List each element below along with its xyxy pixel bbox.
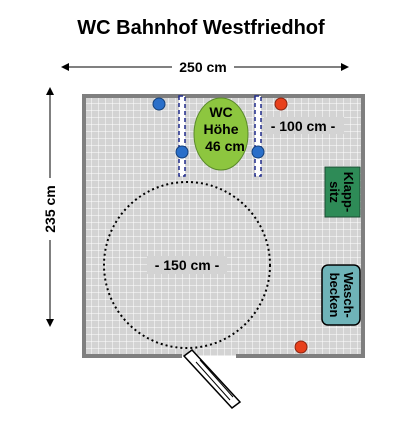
wall-top <box>82 94 365 98</box>
red-marker-top <box>274 97 288 111</box>
blue-marker-top-left <box>152 97 166 111</box>
turning-circle-label: - 150 cm - <box>155 257 220 273</box>
width-label-background <box>172 56 234 76</box>
turning-circle <box>103 181 271 349</box>
grab-bar-left <box>178 95 186 177</box>
width-label: 250 cm <box>179 59 226 75</box>
washbasin <box>321 264 361 326</box>
grab-bar-right <box>254 95 262 177</box>
folding-seat-label-line2: sitz <box>327 181 342 203</box>
wall-right <box>361 94 365 358</box>
height-label-background <box>40 178 60 240</box>
height-label: 235 cm <box>42 185 58 232</box>
washbasin-label-line2: becken <box>327 273 342 318</box>
folding-seat <box>324 166 361 218</box>
toilet-label-line3: 46 cm <box>205 138 245 154</box>
turning-circle-label-background <box>147 256 227 274</box>
toilet-label-line2: Höhe <box>204 121 239 137</box>
toilet <box>193 97 249 171</box>
side-gap-label-background <box>264 117 344 134</box>
washbasin-label-line1: Wasch- <box>341 272 356 318</box>
wall-bottom-right <box>236 354 365 358</box>
wall-left <box>82 94 86 358</box>
wall-bottom-left <box>82 354 182 358</box>
blue-marker-left-bar <box>175 145 189 159</box>
folding-seat-label-line1: Klapp- <box>341 172 356 212</box>
door <box>182 348 242 410</box>
blue-marker-right-bar <box>251 145 265 159</box>
page-title: WC Bahnhof Westfriedhof <box>77 17 325 39</box>
side-gap-label: - 100 cm - <box>271 118 336 134</box>
toilet-label-line1: WC <box>209 104 232 120</box>
red-marker-bottom <box>294 340 308 354</box>
